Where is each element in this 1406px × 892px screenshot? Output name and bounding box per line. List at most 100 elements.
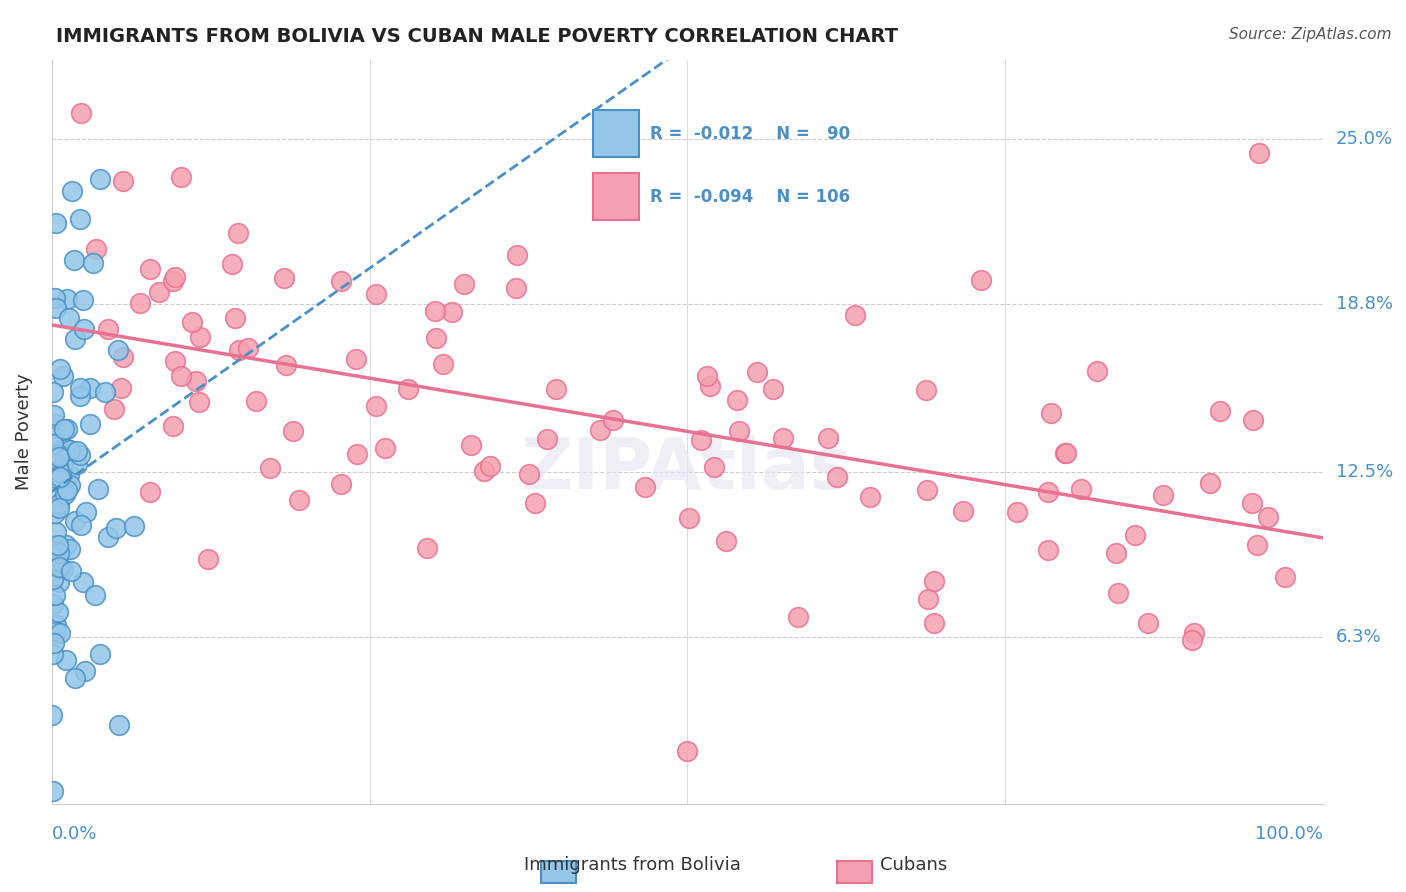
Point bbox=[745, 365, 768, 379]
Point bbox=[346, 447, 368, 461]
Point bbox=[366, 286, 388, 301]
Point bbox=[63, 671, 86, 685]
Point bbox=[281, 425, 304, 439]
Point bbox=[65, 515, 87, 529]
Point bbox=[163, 270, 186, 285]
Point bbox=[228, 343, 250, 357]
Point bbox=[505, 248, 527, 262]
Point bbox=[60, 564, 83, 578]
Point bbox=[44, 483, 66, 497]
Point bbox=[1036, 485, 1059, 500]
Point bbox=[49, 626, 72, 640]
Point bbox=[58, 478, 80, 492]
Point bbox=[79, 381, 101, 395]
Point bbox=[69, 389, 91, 403]
Point bbox=[1257, 509, 1279, 524]
Point bbox=[441, 305, 464, 319]
Point bbox=[224, 311, 246, 326]
Point bbox=[97, 321, 120, 335]
Text: 25.0%: 25.0% bbox=[1336, 130, 1393, 148]
Point bbox=[44, 417, 66, 431]
Point bbox=[188, 394, 211, 409]
Point bbox=[416, 541, 439, 555]
Point bbox=[970, 273, 993, 287]
Text: 18.8%: 18.8% bbox=[1336, 295, 1392, 313]
Point bbox=[589, 423, 612, 437]
Point bbox=[97, 530, 120, 544]
Point bbox=[42, 636, 65, 650]
Text: Immigrants from Bolivia: Immigrants from Bolivia bbox=[524, 856, 741, 874]
Point bbox=[42, 430, 65, 444]
Point bbox=[41, 597, 63, 611]
Point bbox=[52, 422, 75, 436]
Point bbox=[188, 330, 211, 344]
Point bbox=[58, 468, 80, 483]
Point bbox=[42, 648, 65, 662]
Point bbox=[197, 551, 219, 566]
Point bbox=[103, 401, 125, 416]
Point bbox=[1107, 586, 1129, 600]
Point bbox=[329, 274, 352, 288]
Point bbox=[1240, 496, 1263, 510]
Point bbox=[859, 490, 882, 504]
Point bbox=[138, 262, 160, 277]
Point bbox=[917, 592, 939, 607]
Text: ZIPAtlas: ZIPAtlas bbox=[522, 434, 853, 504]
Point bbox=[62, 252, 84, 267]
Point bbox=[94, 384, 117, 399]
Point bbox=[1246, 538, 1268, 552]
Point bbox=[245, 394, 267, 409]
Point bbox=[75, 665, 97, 679]
Point bbox=[1274, 569, 1296, 583]
Point bbox=[678, 510, 700, 524]
Point bbox=[129, 296, 152, 310]
Point bbox=[922, 574, 945, 589]
Point bbox=[69, 212, 91, 227]
Point bbox=[84, 243, 107, 257]
Point bbox=[70, 518, 93, 533]
Point bbox=[45, 625, 67, 640]
Point bbox=[1005, 505, 1028, 519]
Point bbox=[107, 343, 129, 357]
Point bbox=[725, 392, 748, 407]
Point bbox=[602, 413, 624, 427]
Point bbox=[273, 271, 295, 285]
Text: Cubans: Cubans bbox=[880, 856, 948, 874]
Point bbox=[41, 707, 63, 722]
Point bbox=[1123, 527, 1146, 541]
Point bbox=[170, 369, 193, 384]
Point bbox=[52, 562, 75, 576]
Point bbox=[787, 609, 810, 624]
Point bbox=[45, 216, 67, 230]
Point bbox=[1105, 545, 1128, 559]
Point bbox=[329, 476, 352, 491]
Point bbox=[396, 382, 419, 396]
Point bbox=[69, 448, 91, 462]
Point bbox=[58, 310, 80, 325]
Text: Source: ZipAtlas.com: Source: ZipAtlas.com bbox=[1229, 27, 1392, 42]
Point bbox=[72, 574, 94, 589]
Point bbox=[105, 521, 128, 535]
Point bbox=[73, 322, 96, 336]
Point bbox=[56, 483, 79, 497]
Point bbox=[48, 546, 70, 560]
Point bbox=[41, 447, 63, 461]
Point bbox=[1180, 632, 1202, 647]
Point bbox=[58, 443, 80, 458]
Point bbox=[478, 459, 501, 474]
Y-axis label: Male Poverty: Male Poverty bbox=[15, 374, 32, 491]
Point bbox=[41, 467, 63, 481]
Point bbox=[49, 470, 72, 484]
Point bbox=[690, 433, 713, 447]
Point bbox=[1249, 145, 1271, 160]
Point bbox=[124, 518, 146, 533]
Point bbox=[75, 505, 97, 519]
Point bbox=[505, 281, 527, 295]
Point bbox=[221, 257, 243, 271]
Point bbox=[46, 439, 69, 453]
Point bbox=[44, 506, 66, 520]
Point bbox=[49, 467, 72, 481]
Point bbox=[952, 504, 974, 518]
Point bbox=[66, 443, 89, 458]
Point bbox=[45, 524, 67, 539]
